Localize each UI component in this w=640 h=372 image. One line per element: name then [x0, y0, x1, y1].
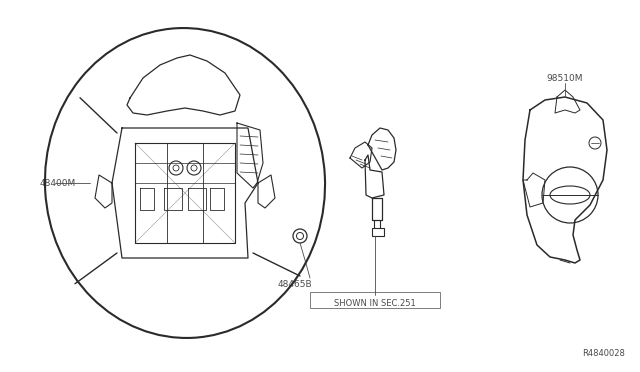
Text: 98510M: 98510M	[547, 74, 583, 83]
Text: 48400M: 48400M	[40, 179, 76, 187]
Bar	[372, 228, 384, 236]
Text: R4840028: R4840028	[582, 349, 625, 358]
Text: 48465B: 48465B	[278, 280, 312, 289]
Bar	[310, 292, 440, 308]
Text: SHOWN IN SEC.251: SHOWN IN SEC.251	[334, 299, 416, 308]
